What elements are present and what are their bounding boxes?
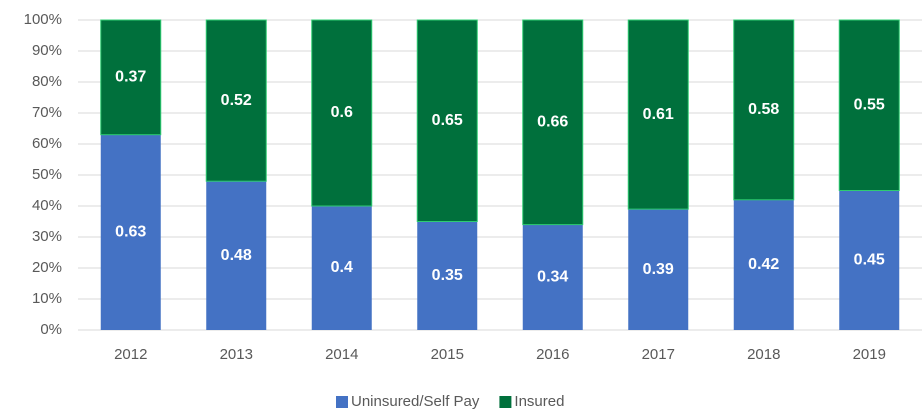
x-tick-label: 2013 [220,346,253,363]
y-tick-label: 90% [32,42,62,59]
bar-segment [733,199,794,330]
bar-segment [205,19,267,182]
bar-segment [839,190,900,330]
y-tick-label: 50% [32,166,62,183]
x-tick-label: 2018 [747,346,780,363]
data-label: 0.52 [221,92,252,109]
y-tick-label: 60% [32,135,62,152]
y-tick-label: 70% [32,104,62,121]
legend-swatch [499,396,512,408]
bar-segment [522,224,583,330]
data-label: 0.55 [854,96,885,113]
data-label: 0.66 [537,114,568,131]
bar-segment [311,206,372,330]
y-tick-label: 10% [32,290,62,307]
x-tick-label: 2015 [431,346,464,363]
bar-segment [206,181,267,330]
bar-segment [100,19,162,136]
y-tick-label: 30% [32,228,62,245]
data-label: 0.6 [331,104,353,121]
bar-segment [100,134,161,330]
y-tick-label: 80% [32,73,62,90]
data-label: 0.4 [331,259,353,276]
bar-segment [416,19,478,222]
legend-swatch [336,396,348,408]
x-tick-label: 2012 [114,346,147,363]
bar-segment [628,209,689,330]
y-tick-label: 40% [32,197,62,214]
legend-label: Uninsured/Self Pay [351,393,480,410]
x-tick-label: 2014 [325,346,358,363]
bar-segment [838,19,900,191]
data-label: 0.35 [432,267,463,284]
bar-segment [627,19,689,210]
x-tick-label: 2016 [536,346,569,363]
data-label: 0.37 [115,69,146,86]
y-tick-label: 0% [40,321,62,338]
bar-segment [417,221,478,330]
data-label: 0.39 [643,261,674,278]
data-label: 0.48 [221,247,252,264]
data-label: 0.34 [537,269,568,286]
data-label: 0.65 [432,112,463,129]
data-label: 0.63 [115,224,146,241]
bar-segment [522,19,584,226]
x-tick-label: 2019 [853,346,886,363]
data-label: 0.61 [643,106,674,123]
bar-segment [311,19,373,207]
y-tick-label: 100% [24,11,62,28]
data-label: 0.58 [748,101,779,118]
bar-segment [733,19,795,201]
y-tick-label: 20% [32,259,62,276]
data-label: 0.42 [748,256,779,273]
data-label: 0.45 [854,251,885,268]
legend-label: Insured [514,393,564,410]
x-tick-label: 2017 [642,346,675,363]
